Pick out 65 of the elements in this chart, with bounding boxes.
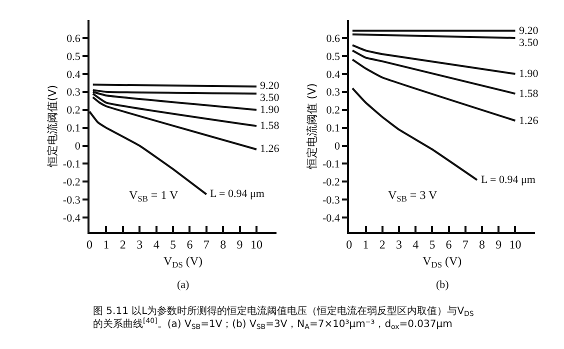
- series-label: L = 0.94 μm: [481, 174, 536, 186]
- x-tick-label: 7: [203, 237, 210, 252]
- x-tick-label: 5: [429, 237, 436, 252]
- text: (a): [177, 279, 190, 291]
- y-tick-label: -0.3: [62, 194, 81, 207]
- x-tick-label: 1: [103, 237, 110, 252]
- y-tick-label: 0: [74, 140, 81, 153]
- series-label: 3.50: [260, 92, 280, 104]
- text: (b): [436, 279, 450, 291]
- y-tick-label: 0.3: [326, 86, 340, 99]
- series-label: 9.20: [260, 80, 280, 92]
- y-tick-label: 0.4: [66, 68, 81, 81]
- x-tick-label: 9: [236, 237, 243, 252]
- x-tick-label: 10: [250, 237, 262, 252]
- x-tick-label: 0: [346, 237, 352, 252]
- x-tick-label: 7: [462, 237, 468, 252]
- series-label: 1.26: [260, 143, 280, 155]
- x-tick-label: 8: [479, 237, 486, 252]
- x-tick-label: 9: [496, 237, 502, 252]
- y-tick-label: -0.4: [62, 212, 81, 224]
- x-tick-label: 3: [136, 237, 143, 252]
- y-tick-label: 0.1: [66, 122, 80, 135]
- x-tick-label: 6: [186, 237, 193, 252]
- y-tick-label: -0.2: [62, 176, 80, 189]
- y-tick-label: -0.3: [322, 194, 340, 207]
- x-axis-title: V$_{DS}$ (V): [164, 254, 203, 270]
- x-tick-label: 3: [396, 237, 402, 252]
- x-tick-label: 1: [362, 237, 369, 252]
- series-label: 1.90: [519, 68, 539, 80]
- y-tick-label: 0.2: [326, 104, 340, 117]
- text: 图 5.11 以L为参数时所测得的恒定电流阈值电压（恒定电流在弱反型区内取值）与V$_{DS}$ 的关系曲线$^{[40]}$。(a) V$_{SB}$=1V；(b) V$_{SB}$=3V，N$_{A}$=7×10³μm⁻³，d$_{ox}$=0.037μm: [93, 306, 474, 332]
- x-tick-label: 4: [153, 237, 160, 252]
- y-tick-label: 0.1: [326, 122, 340, 135]
- series-label: 1.26: [519, 115, 539, 127]
- y-tick-label: 0.6: [326, 32, 340, 45]
- x-tick-label: 8: [220, 237, 226, 252]
- x-axis-title: V$_{DS}$ (V): [422, 254, 462, 270]
- y-tick-label: -0.1: [322, 158, 340, 171]
- x-tick-label: 6: [446, 237, 452, 252]
- series-label: 1.90: [260, 104, 280, 116]
- series-label: 1.58: [260, 120, 280, 132]
- y-tick-label: 0.4: [326, 68, 340, 81]
- series-label: L = 0.94 μm: [210, 188, 265, 200]
- y-tick-label: -0.4: [322, 212, 340, 224]
- x-tick-label: 2: [120, 237, 126, 252]
- series-label: 9.20: [519, 25, 539, 37]
- y-tick-label: -0.1: [62, 158, 80, 171]
- x-tick-label: 10: [509, 237, 522, 252]
- x-tick-label: 2: [379, 237, 386, 252]
- y-tick-label: 0.3: [66, 86, 81, 99]
- y-axis-title: 恒定电流阈值(V): [46, 84, 60, 168]
- y-tick-label: -0.2: [322, 176, 340, 189]
- x-tick-label: 5: [170, 237, 176, 252]
- y-tick-label: 0.6: [66, 32, 81, 45]
- annotation: V$_{SB}$ = 3 V: [388, 188, 438, 204]
- x-tick-label: 0: [86, 237, 93, 252]
- y-axis-title: 恒定电流阈值 (V): [306, 83, 319, 170]
- annotation: V$_{SB}$ = 1 V: [129, 188, 178, 204]
- series-label: 1.58: [519, 88, 539, 100]
- y-tick-label: 0.2: [66, 104, 80, 117]
- y-tick-label: 0: [334, 140, 340, 153]
- y-tick-label: 0.5: [66, 50, 81, 63]
- x-tick-label: 4: [412, 237, 419, 252]
- y-tick-label: 0.5: [326, 50, 340, 63]
- series-label: 3.50: [519, 37, 539, 49]
